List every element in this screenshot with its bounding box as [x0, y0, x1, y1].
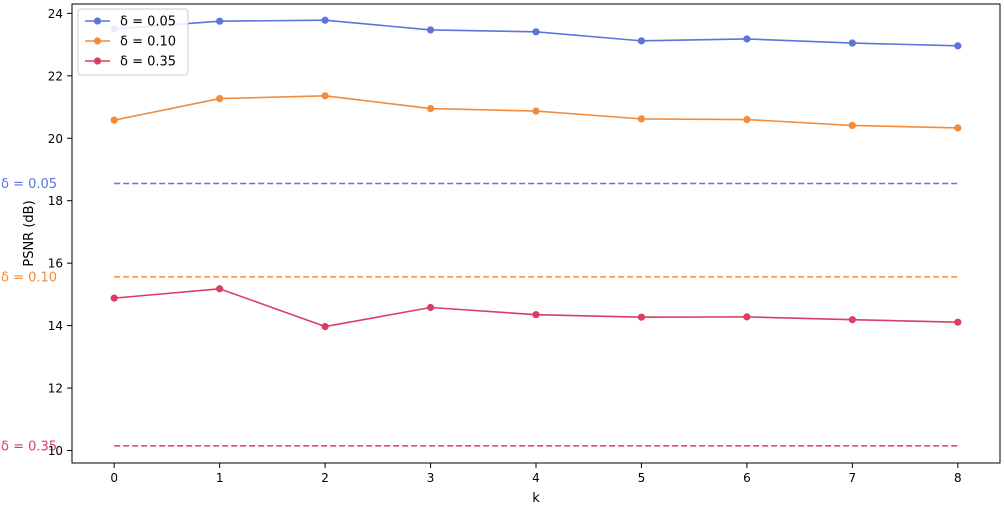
legend-item: δ = 0.35: [85, 55, 176, 70]
reference-lines: δ = 0.05 δ = 0.10 δ = 0.35: [1, 177, 958, 454]
legend-label: δ = 0.05: [120, 15, 176, 30]
data-point: [321, 322, 329, 331]
y-tick-label: 12: [48, 382, 63, 396]
legend: δ = 0.05 δ = 0.10 δ = 0.35: [77, 8, 189, 76]
data-point: [216, 285, 224, 293]
legend-marker: [93, 57, 102, 65]
data-point: [110, 116, 118, 124]
data-point: [532, 107, 540, 115]
y-tick-label: 18: [48, 194, 63, 208]
legend-item: δ = 0.05: [85, 15, 176, 30]
x-tick-label: 7: [849, 471, 857, 485]
y-axis-label: PSNR (dB): [22, 200, 37, 266]
legend-marker: [93, 17, 102, 25]
y-tick-label: 24: [48, 7, 63, 21]
y-tick-label: 20: [48, 132, 63, 146]
data-point: [216, 95, 224, 103]
y-tick-label: 14: [48, 319, 63, 333]
plot-area: [71, 3, 1001, 464]
data-point: [848, 121, 856, 130]
data-point: [321, 16, 329, 24]
legend-label: δ = 0.35: [120, 55, 176, 70]
data-point: [321, 92, 329, 100]
x-tick-label: 8: [954, 471, 962, 485]
x-tick-label: 1: [216, 471, 224, 485]
legend-label: δ = 0.10: [120, 35, 176, 50]
x-axis-label: k: [532, 491, 540, 506]
data-point: [954, 318, 962, 326]
reference-line-label: δ = 0.05: [1, 177, 57, 192]
data-point: [954, 124, 962, 132]
data-point: [637, 313, 646, 321]
data-point: [426, 26, 435, 34]
data-point: [848, 39, 856, 47]
data-point: [954, 42, 962, 50]
data-point: [743, 115, 751, 124]
data-point: [110, 294, 118, 302]
x-tick-label: 3: [427, 471, 435, 485]
y-axis: 10 12 14 16 18 20 22 24: [48, 7, 72, 458]
data-point: [426, 303, 435, 312]
series: [110, 92, 962, 132]
data-point: [637, 37, 646, 45]
series-line: [114, 287, 958, 328]
series-lines: [110, 16, 962, 331]
data-point: [637, 115, 646, 123]
x-axis: 0 1 2 3 4 5 6 7 8: [110, 463, 962, 485]
x-tick-label: 6: [743, 471, 751, 485]
reference-line-label: δ = 0.35: [1, 439, 57, 454]
series: [110, 285, 962, 331]
legend-box: [77, 8, 189, 76]
reference-line-label: δ = 0.10: [1, 270, 57, 285]
data-point: [532, 311, 540, 319]
series: [110, 16, 962, 50]
x-tick-label: 2: [321, 471, 329, 485]
data-point: [216, 17, 224, 25]
x-tick-label: 4: [532, 471, 540, 485]
data-point: [848, 316, 856, 324]
data-point: [426, 105, 435, 113]
data-point: [743, 35, 751, 43]
data-point: [532, 28, 540, 36]
legend-marker: [93, 37, 102, 45]
x-tick-label: 5: [638, 471, 646, 485]
data-point: [743, 313, 751, 321]
x-tick-label: 0: [110, 471, 118, 485]
y-tick-label: 16: [48, 257, 63, 271]
y-tick-label: 10: [48, 444, 63, 458]
y-tick-label: 22: [48, 69, 63, 83]
legend-item: δ = 0.10: [85, 35, 176, 50]
